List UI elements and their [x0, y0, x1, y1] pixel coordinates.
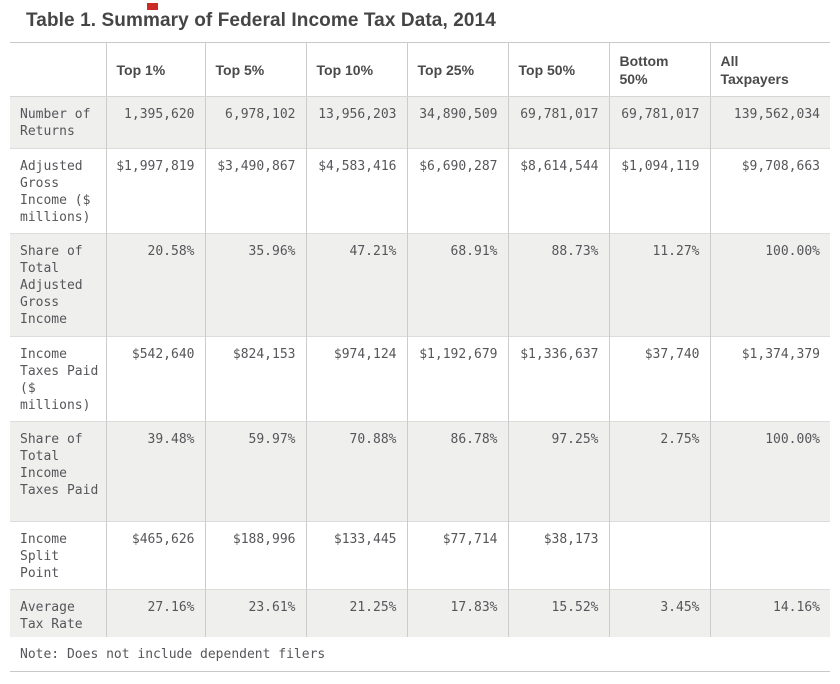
cell-income-taxes-paid-millions-top-10: $974,124 — [305, 336, 407, 422]
cell-share-of-total-adjusted-gross-income-top-5: 35.96% — [204, 233, 306, 337]
column-header-all-taxpayers: All Taxpayers — [709, 42, 830, 97]
cell-share-of-total-adjusted-gross-income-all-taxpayers: 100.00% — [709, 233, 830, 337]
cell-number-of-returns-bottom-50: 69,781,017 — [608, 96, 710, 149]
cell-share-of-total-adjusted-gross-income-top-50: 88.73% — [507, 233, 609, 337]
cell-number-of-returns-top-50: 69,781,017 — [507, 96, 609, 149]
column-header-top-1: Top 1% — [105, 42, 205, 97]
red-artifact-mark — [147, 3, 158, 10]
cell-number-of-returns-top-10: 13,956,203 — [305, 96, 407, 149]
cell-share-of-total-adjusted-gross-income-top-1: 20.58% — [105, 233, 205, 337]
cell-income-split-point-top-1: $465,626 — [105, 521, 205, 590]
table-row-income-split-point: Income Split Point $465,626 $188,996 $133,4… — [10, 521, 830, 590]
cell-adjusted-gross-income-millions-bottom-50: $1,094,119 — [608, 148, 710, 234]
cell-income-split-point-top-50: $38,173 — [507, 521, 609, 590]
row-label: Income Taxes Paid ($ millions) — [10, 336, 106, 422]
cell-number-of-returns-top-25: 34,890,509 — [406, 96, 508, 149]
cell-adjusted-gross-income-millions-top-25: $6,690,287 — [406, 148, 508, 234]
cell-share-of-total-adjusted-gross-income-bottom-50: 11.27% — [608, 233, 710, 337]
page-title: Table 1. Summary of Federal Income Tax D… — [26, 10, 496, 31]
cell-income-split-point-bottom-50 — [608, 521, 710, 590]
cell-share-of-total-income-taxes-paid-top-5: 59.97% — [204, 421, 306, 522]
cell-share-of-total-adjusted-gross-income-top-10: 47.21% — [305, 233, 407, 337]
cell-income-taxes-paid-millions-top-50: $1,336,637 — [507, 336, 609, 422]
table-row-share-of-total-income-taxes-paid: Share of Total Income Taxes Paid 39.48% 59… — [10, 421, 830, 522]
cell-adjusted-gross-income-millions-top-1: $1,997,819 — [105, 148, 205, 234]
cell-number-of-returns-top-1: 1,395,620 — [105, 96, 205, 149]
row-label: Number of Returns — [20, 107, 91, 139]
cell-share-of-total-income-taxes-paid-bottom-50: 2.75% — [608, 421, 710, 522]
cell-adjusted-gross-income-millions-top-5: $3,490,867 — [204, 148, 306, 234]
cell-share-of-total-income-taxes-paid-top-10: 70.88% — [305, 421, 407, 522]
table-row-income-taxes-paid-millions: Income Taxes Paid ($ millions) $542,640 $8… — [10, 336, 830, 422]
cell-average-tax-rate-top-10: 21.25% — [305, 589, 407, 640]
cell-share-of-total-income-taxes-paid-top-50: 97.25% — [507, 421, 609, 522]
column-header-top-50: Top 50% — [507, 42, 609, 97]
column-header-top-25: Top 25% — [406, 42, 508, 97]
cell-average-tax-rate-top-25: 17.83% — [406, 589, 508, 640]
row-label: Average Tax Rate — [10, 589, 106, 640]
cell-average-tax-rate-top-5: 23.61% — [204, 589, 306, 640]
row-label: Adjusted Gross Income ($ millions) — [10, 148, 106, 234]
cell-income-split-point-top-5: $188,996 — [204, 521, 306, 590]
cell-average-tax-rate-top-50: 15.52% — [507, 589, 609, 640]
cell-income-split-point-top-10: $133,445 — [305, 521, 407, 590]
cell-average-tax-rate-bottom-50: 3.45% — [608, 589, 710, 640]
table-row-number-of-returns: Number of Returns 1,395,620 6,978,102 13,95… — [10, 96, 830, 149]
cell-income-taxes-paid-millions-top-1: $542,640 — [105, 336, 205, 422]
cell-adjusted-gross-income-millions-all-taxpayers: $9,708,663 — [709, 148, 830, 234]
cell-share-of-total-adjusted-gross-income-top-25: 68.91% — [406, 233, 508, 337]
column-header-top-5: Top 5% — [204, 42, 306, 97]
cell-income-split-point-all-taxpayers — [709, 521, 830, 590]
column-header-bottom-50: Bottom 50% — [608, 42, 710, 97]
cell-number-of-returns-top-5: 6,978,102 — [204, 96, 306, 149]
cell-adjusted-gross-income-millions-top-50: $8,614,544 — [507, 148, 609, 234]
row-label: Income Split Point — [10, 521, 106, 590]
cell-income-taxes-paid-millions-top-25: $1,192,679 — [406, 336, 508, 422]
cell-average-tax-rate-all-taxpayers: 14.16% — [709, 589, 830, 640]
table-header-row: Top 1% Top 5% Top 10% Top 25% Top 50% Bottom … — [10, 42, 830, 97]
table-row-share-of-total-adjusted-gross-income: Share of Total Adjusted Gross Income 20.5… — [10, 233, 830, 337]
column-header-top-10: Top 10% — [305, 42, 407, 97]
table-note: Note: Does not include dependent filers — [10, 637, 830, 672]
row-label: Share of Total Income Taxes Paid — [10, 421, 106, 522]
row-label: Share of Total Adjusted Gross Income — [10, 233, 106, 337]
cell-share-of-total-income-taxes-paid-top-25: 86.78% — [406, 421, 508, 522]
cell-adjusted-gross-income-millions-top-10: $4,583,416 — [305, 148, 407, 234]
cell-income-taxes-paid-millions-top-5: $824,153 — [204, 336, 306, 422]
cell-share-of-total-income-taxes-paid-top-1: 39.48% — [105, 421, 205, 522]
corner-cell — [10, 42, 106, 97]
table-row-average-tax-rate: Average Tax Rate 27.16% 23.61% 21.25% 17.83%… — [10, 589, 830, 640]
cell-income-taxes-paid-millions-bottom-50: $37,740 — [608, 336, 710, 422]
cell-number-of-returns-all-taxpayers: 139,562,034 — [709, 96, 830, 149]
cell-income-taxes-paid-millions-all-taxpayers: $1,374,379 — [709, 336, 830, 422]
table-row-adjusted-gross-income-millions: Adjusted Gross Income ($ millions) $1,997… — [10, 148, 830, 234]
cell-share-of-total-income-taxes-paid-all-taxpayers: 100.00% — [709, 421, 830, 522]
cell-income-split-point-top-25: $77,714 — [406, 521, 508, 590]
cell-average-tax-rate-top-1: 27.16% — [105, 589, 205, 640]
tax-data-table: Top 1% Top 5% Top 10% Top 25% Top 50% Bottom … — [10, 42, 830, 640]
